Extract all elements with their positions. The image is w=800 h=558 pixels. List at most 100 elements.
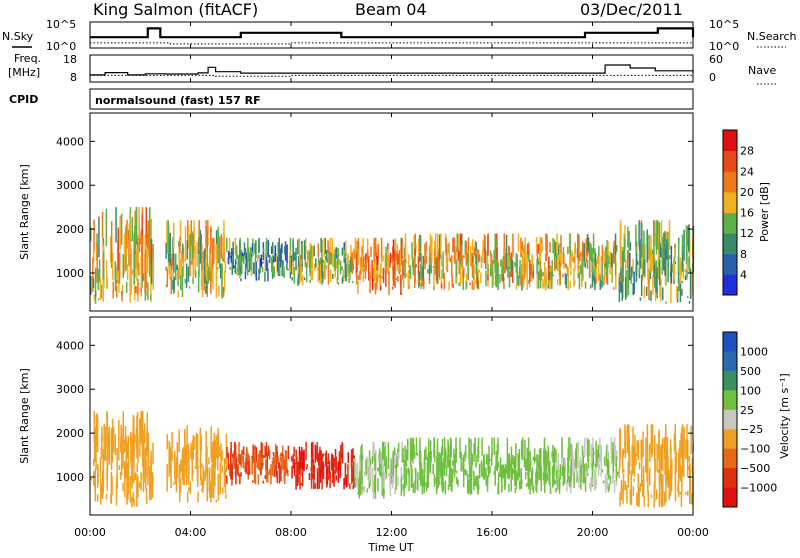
power-bin	[298, 237, 301, 257]
power-bin	[173, 253, 175, 273]
velocity-bin	[555, 449, 557, 463]
velocity-colorbar-swatch	[723, 448, 737, 469]
power-bin	[587, 237, 590, 252]
velocity-bin	[332, 455, 334, 476]
velocity-bin	[280, 458, 283, 461]
velocity-bin	[262, 455, 265, 458]
power-bin	[414, 265, 416, 283]
velocity-bin	[459, 437, 461, 459]
power-bin	[528, 241, 530, 252]
velocity-bin	[618, 474, 620, 478]
power-bin	[357, 237, 360, 256]
velocity-bin	[94, 427, 96, 460]
power-bin	[126, 219, 128, 249]
power-bin	[537, 261, 540, 265]
power-bin	[593, 265, 596, 269]
power-bin	[547, 276, 549, 286]
velocity-bin	[150, 458, 152, 484]
velocity-bin	[166, 464, 168, 492]
power-bin	[236, 268, 239, 276]
power-bin	[558, 245, 560, 255]
power-bin	[175, 253, 177, 281]
velocity-bin	[296, 457, 298, 461]
velocity-bin	[341, 453, 343, 458]
velocity-bin	[669, 439, 672, 454]
power-bin	[556, 233, 558, 251]
velocity-bin	[448, 474, 450, 486]
velocity-bin	[575, 443, 578, 463]
power-bin	[435, 258, 438, 281]
velocity-bin	[364, 473, 366, 477]
power-bin	[606, 261, 609, 285]
power-bin	[619, 220, 622, 247]
velocity-bin	[286, 468, 288, 473]
velocity-bin	[349, 483, 351, 490]
velocity-bin	[613, 469, 615, 479]
velocity-bin	[306, 467, 308, 470]
velocity-bin	[662, 474, 664, 507]
velocity-y-tick-label: 2000	[56, 427, 84, 440]
velocity-bin	[517, 453, 519, 480]
power-bin	[447, 243, 449, 254]
power-bin	[238, 266, 241, 276]
power-bin	[196, 242, 198, 267]
power-bin	[623, 239, 626, 262]
velocity-bin	[131, 496, 133, 508]
velocity-bin	[569, 466, 571, 486]
velocity-bin	[499, 457, 502, 477]
velocity-bin	[679, 464, 682, 482]
power-bin	[658, 259, 661, 286]
velocity-bin	[208, 457, 210, 465]
velocity-bin	[626, 425, 628, 453]
velocity-bin	[191, 446, 193, 452]
velocity-bin	[419, 451, 422, 471]
power-bin	[676, 286, 678, 300]
power-bin	[332, 273, 334, 279]
power-bin	[379, 266, 381, 278]
power-colorbar-tick: 8	[740, 248, 747, 261]
power-bin	[552, 274, 555, 277]
power-bin	[497, 263, 499, 290]
power-bin	[631, 266, 633, 278]
velocity-bin	[510, 459, 512, 486]
velocity-bin	[267, 445, 270, 456]
freq-series	[90, 64, 694, 77]
power-bin	[443, 272, 445, 290]
velocity-bin	[546, 473, 549, 481]
power-bin	[555, 260, 557, 264]
power-bin	[581, 254, 583, 282]
velocity-bin	[110, 440, 113, 470]
velocity-bin	[362, 489, 364, 496]
velocity-bin	[271, 461, 274, 476]
velocity-bin	[321, 454, 323, 459]
power-bin	[273, 266, 275, 278]
velocity-bin	[347, 464, 349, 486]
velocity-bin	[603, 456, 606, 466]
power-bin	[149, 207, 151, 245]
velocity-bin	[347, 452, 349, 464]
power-bin	[392, 246, 394, 271]
power-bin	[287, 268, 289, 271]
velocity-bin	[120, 437, 122, 453]
velocity-bin	[485, 453, 488, 465]
power-bin	[150, 239, 153, 285]
power-bin	[244, 264, 247, 273]
power-bin	[134, 236, 136, 252]
power-bin	[141, 214, 143, 249]
velocity-bin	[687, 490, 689, 496]
freq-right-tick-bottom: 0	[709, 71, 716, 84]
velocity-bin	[472, 470, 475, 474]
velocity-bin	[187, 470, 190, 485]
power-bin	[605, 275, 608, 284]
velocity-bin	[308, 473, 311, 480]
power-bin	[688, 257, 691, 273]
velocity-bin	[452, 460, 454, 466]
velocity-bin	[553, 463, 555, 486]
power-bin	[673, 256, 676, 263]
velocity-bin	[217, 475, 220, 501]
power-bin	[528, 250, 530, 262]
power-bin	[147, 220, 149, 250]
power-bin	[255, 261, 258, 273]
